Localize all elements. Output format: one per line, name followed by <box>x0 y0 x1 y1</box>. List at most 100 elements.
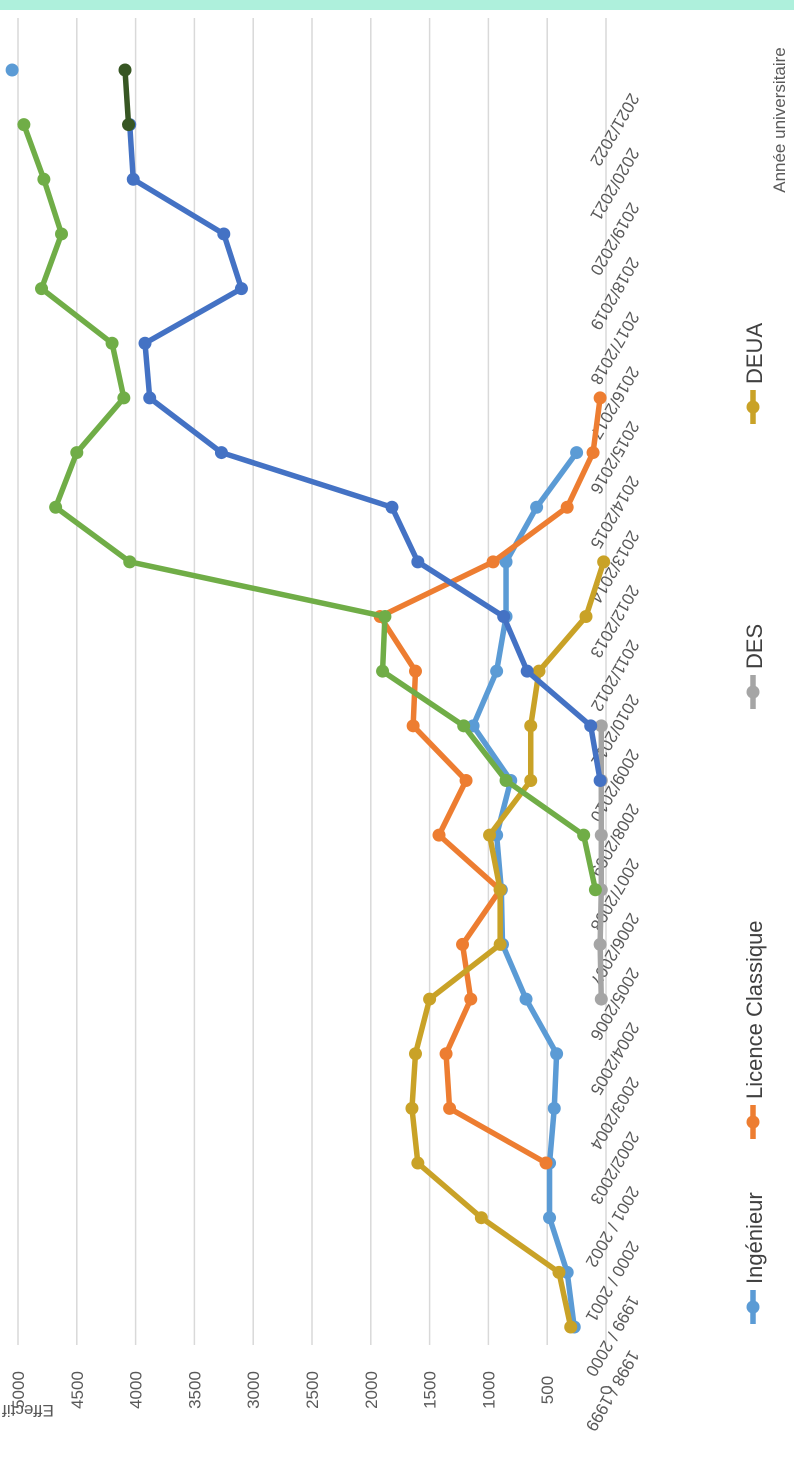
data-point <box>594 719 608 733</box>
data-point <box>70 446 84 460</box>
legend: Ingénieur Licence Classique DES DEUA <box>742 323 767 1324</box>
data-point <box>123 555 137 569</box>
data-point <box>493 937 507 951</box>
data-point <box>405 1101 419 1115</box>
legend-item: Ingénieur <box>742 1192 767 1324</box>
data-point <box>593 937 607 951</box>
series-unlabeled-6 <box>118 63 136 132</box>
data-point <box>443 1101 457 1115</box>
series-ingénieur <box>5 63 584 1334</box>
data-point <box>493 883 507 897</box>
data-point <box>570 446 584 460</box>
data-point <box>138 336 152 350</box>
y-tick-label: 3500 <box>185 1371 204 1409</box>
data-point <box>577 828 591 842</box>
series-licence-classique <box>373 391 607 1170</box>
data-point <box>579 610 593 624</box>
series-unlabeled-5 <box>123 118 607 787</box>
data-point <box>499 555 513 569</box>
data-point <box>432 828 446 842</box>
data-point <box>490 664 504 678</box>
data-point <box>126 172 140 186</box>
y-tick-label: 5000 <box>9 1371 28 1409</box>
data-point <box>474 1211 488 1225</box>
data-point <box>560 500 574 514</box>
y-tick-label: 4000 <box>127 1371 146 1409</box>
data-point <box>497 610 511 624</box>
data-point <box>550 1047 564 1061</box>
data-point <box>464 992 478 1006</box>
data-point <box>456 937 470 951</box>
data-point <box>105 336 119 350</box>
data-point <box>539 1156 553 1170</box>
y-axis-title: Effectif <box>2 1401 54 1420</box>
legend-label: Licence Classique <box>742 920 767 1099</box>
y-tick-label: 0 <box>597 1385 616 1394</box>
series-unlabeled-4 <box>17 118 602 897</box>
data-point <box>593 391 607 405</box>
data-point <box>459 773 473 787</box>
data-point <box>49 500 63 514</box>
data-point <box>588 883 602 897</box>
data-point <box>457 719 471 733</box>
data-point <box>378 610 392 624</box>
data-point <box>217 227 231 241</box>
data-point <box>593 773 607 787</box>
y-tick-label: 4500 <box>68 1371 87 1409</box>
legend-item: Licence Classique <box>742 920 767 1139</box>
data-point <box>499 773 513 787</box>
data-point <box>423 992 437 1006</box>
y-tick-label: 2500 <box>303 1371 322 1409</box>
data-point <box>486 555 500 569</box>
data-point <box>234 282 248 296</box>
data-point <box>564 1320 578 1334</box>
data-point <box>408 1047 422 1061</box>
data-point <box>37 172 51 186</box>
legend-item: DES <box>742 624 767 709</box>
data-point <box>483 828 497 842</box>
series-deua <box>405 555 611 1334</box>
data-point <box>547 1101 561 1115</box>
legend-swatch-marker <box>746 1115 760 1129</box>
data-point <box>17 118 31 132</box>
y-tick-label: 2000 <box>362 1371 381 1409</box>
data-point <box>35 282 49 296</box>
legend-label: DES <box>742 624 767 669</box>
y-tick-label: 3000 <box>244 1371 263 1409</box>
series-line <box>126 121 603 784</box>
data-point <box>122 118 136 132</box>
data-point <box>406 719 420 733</box>
top-color-band <box>0 0 794 10</box>
data-point <box>594 828 608 842</box>
data-point <box>143 391 157 405</box>
data-point <box>376 664 390 678</box>
data-point <box>524 719 538 733</box>
data-point <box>520 664 534 678</box>
legend-item: DEUA <box>742 323 767 424</box>
legend-swatch-marker <box>746 685 760 699</box>
y-tick-label: 1500 <box>421 1371 440 1409</box>
series-line <box>122 67 132 128</box>
data-point <box>118 63 132 77</box>
data-point <box>411 1156 425 1170</box>
data-point <box>519 992 533 1006</box>
data-point <box>411 555 425 569</box>
data-series <box>5 63 611 1334</box>
legend-swatch-marker <box>746 1300 760 1314</box>
data-point <box>586 446 600 460</box>
legend-label: Ingénieur <box>742 1192 767 1284</box>
data-point <box>55 227 69 241</box>
data-point <box>117 391 131 405</box>
data-point <box>532 664 546 678</box>
legend-swatch-marker <box>746 400 760 414</box>
data-point <box>439 1047 453 1061</box>
data-point <box>408 664 422 678</box>
y-tick-label: 500 <box>538 1376 557 1404</box>
y-axis-ticks: 0 500 1000 1500 2000 2500 3000 3500 4000 4500 5000 <box>9 1371 616 1409</box>
data-point <box>385 500 399 514</box>
y-tick-label: 1000 <box>479 1371 498 1409</box>
x-axis-title: Année universitaire <box>770 47 789 193</box>
gridlines <box>17 18 607 1345</box>
